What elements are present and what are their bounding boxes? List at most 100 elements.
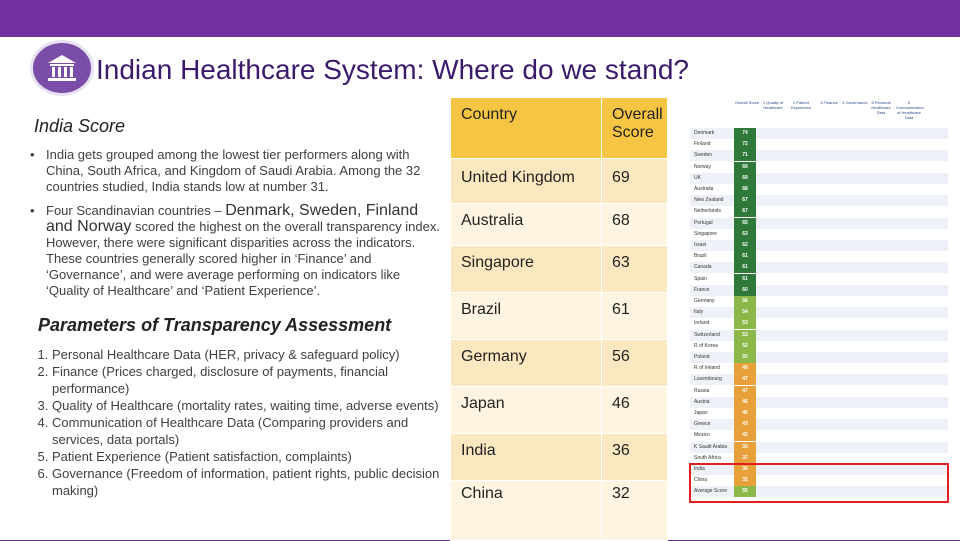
ranking-header: 3 Finance <box>820 100 838 105</box>
ranking-overall-score: 43 <box>734 419 756 431</box>
bullet-scandinavian: Four Scandinavian countries – Denmark, S… <box>30 203 445 299</box>
ranking-row: Germany 56 <box>690 296 948 307</box>
table-row: India 36 <box>450 433 668 481</box>
ranking-country: India <box>694 466 705 472</box>
ranking-country: Finland <box>694 141 711 148</box>
ranking-overall-score: 67 <box>734 195 756 207</box>
ranking-overall-score: 32 <box>734 475 756 487</box>
ranking-row: Spain 61 <box>690 273 948 285</box>
ranking-row: Ireland 53 <box>690 318 948 330</box>
transparency-ranking-table: Overall Score 1 Quality of Healthcare 2 Pa… <box>690 100 948 500</box>
ranking-country: Sweden <box>694 152 713 159</box>
ranking-overall-score: 50 <box>734 352 756 363</box>
bullet-india-grouping: India gets grouped among the lowest tier… <box>30 147 445 195</box>
ranking-overall-score: 71 <box>734 150 756 162</box>
ranking-country: Greece <box>694 421 711 428</box>
ranking-country: Brazil <box>694 253 707 260</box>
ranking-overall-score: 42 <box>734 430 756 442</box>
ranking-overall-score: 53 <box>734 329 756 341</box>
parameter-item: Patient Experience (Patient satisfaction… <box>52 448 445 465</box>
ranking-header: Overall Score <box>734 100 760 105</box>
ranking-row: Austria 46 <box>690 396 948 408</box>
score-cell: 69 <box>601 158 668 204</box>
left-content: India Score India gets grouped among the… <box>30 112 445 499</box>
ranking-country: Denmark <box>694 130 715 136</box>
ranking-overall-score: 61 <box>734 273 756 285</box>
scandinavian-countries: Denmark, Sweden, Finland and Norway <box>46 202 419 235</box>
ranking-country: R of Korea <box>694 342 718 349</box>
country-cell: Germany <box>450 339 602 387</box>
score-cell: 63 <box>601 245 668 293</box>
score-cell: 36 <box>601 433 668 481</box>
ranking-country: Average Score <box>694 488 727 495</box>
ranking-overall-score: 63 <box>734 228 756 240</box>
ranking-overall-score: 54 <box>734 307 756 319</box>
bullet-text-pre: Four Scandinavian countries – <box>46 203 226 218</box>
india-highlight-box <box>689 463 949 503</box>
ranking-country: China <box>694 477 708 484</box>
ranking-overall-score: 74 <box>734 128 756 139</box>
ranking-country: Italy <box>694 309 704 316</box>
ranking-country: Spain <box>694 275 707 282</box>
ranking-row: South Africa 37 <box>690 452 948 464</box>
ranking-country: Israel <box>694 242 707 248</box>
table-row: Japan 46 <box>450 386 668 434</box>
parameter-item: Personal Healthcare Data (HER, privacy &… <box>52 346 445 363</box>
ranking-row: Denmark 74 <box>690 128 948 139</box>
ranking-row: France 60 <box>690 284 948 296</box>
ranking-header: 4 Governance <box>842 100 868 105</box>
parameter-item: Finance (Prices charged, disclosure of p… <box>52 363 445 397</box>
ranking-row: K Saudi Arabia 39 <box>690 441 948 453</box>
ranking-header: 2 Patient Experience <box>790 100 811 110</box>
header-overall-score: Overall Score <box>601 97 668 159</box>
ranking-row: R of Korea 52 <box>690 340 948 352</box>
ranking-country: Singapore <box>694 230 717 237</box>
ranking-country: Japan <box>694 410 708 416</box>
parameter-item: Quality of Healthcare (mortality rates, … <box>52 397 445 414</box>
ranking-row: India 36 <box>690 464 948 475</box>
ranking-header: 5 Personal Healthcare Data <box>871 100 891 115</box>
ranking-overall-score: 47 <box>734 385 756 397</box>
ranking-country: Austria <box>694 398 710 405</box>
table-row: Singapore 63 <box>450 245 668 293</box>
ranking-overall-score: 61 <box>734 262 756 274</box>
ranking-row: Luxembourg 47 <box>690 374 948 386</box>
government-building-icon <box>30 40 94 96</box>
ranking-country: Ireland <box>694 320 710 327</box>
ranking-overall-score: 72 <box>734 139 756 151</box>
ranking-country: France <box>694 286 710 293</box>
score-cell: 46 <box>601 386 668 434</box>
ranking-row: Japan 46 <box>690 408 948 419</box>
country-cell: Australia <box>450 203 602 246</box>
page-title: Indian Healthcare System: Where do we st… <box>96 54 689 85</box>
country-cell: China <box>450 480 602 541</box>
ranking-row: Singapore 63 <box>690 228 948 240</box>
parameters-list: Personal Healthcare Data (HER, privacy &… <box>30 346 445 499</box>
ranking-row: Average Score 55 <box>690 486 948 498</box>
ranking-row: New Zealand 67 <box>690 195 948 207</box>
score-cell: 56 <box>601 339 668 387</box>
ranking-row: Portugal 65 <box>690 217 948 229</box>
table-row: United Kingdom 69 <box>450 158 668 204</box>
ranking-overall-score: 36 <box>734 464 756 475</box>
bullet-text-post: scored the highest on the overall transp… <box>46 219 440 298</box>
ranking-overall-score: 69 <box>734 161 756 173</box>
ranking-overall-score: 61 <box>734 251 756 263</box>
ranking-country: Australia <box>694 186 714 192</box>
ranking-row: Sweden 71 <box>690 150 948 162</box>
ranking-country: Netherlands <box>694 208 721 215</box>
ranking-row: Netherlands 67 <box>690 206 948 218</box>
ranking-row: Italy 54 <box>690 307 948 319</box>
table-row: China 32 <box>450 480 668 541</box>
parameter-item: Communication of Healthcare Data (Compar… <box>52 414 445 448</box>
ranking-overall-score: 68 <box>734 184 756 195</box>
header-country: Country <box>450 97 602 159</box>
table-row: Brazil 61 <box>450 292 668 340</box>
ranking-row: Norway 69 <box>690 161 948 173</box>
ranking-overall-score: 53 <box>734 318 756 330</box>
ranking-row: Israel 62 <box>690 240 948 251</box>
ranking-row: UK 69 <box>690 172 948 184</box>
ranking-row: Switzerland 53 <box>690 329 948 341</box>
ranking-country: R of Ireland <box>694 365 720 372</box>
table-header-row: Country Overall Score <box>450 97 668 159</box>
